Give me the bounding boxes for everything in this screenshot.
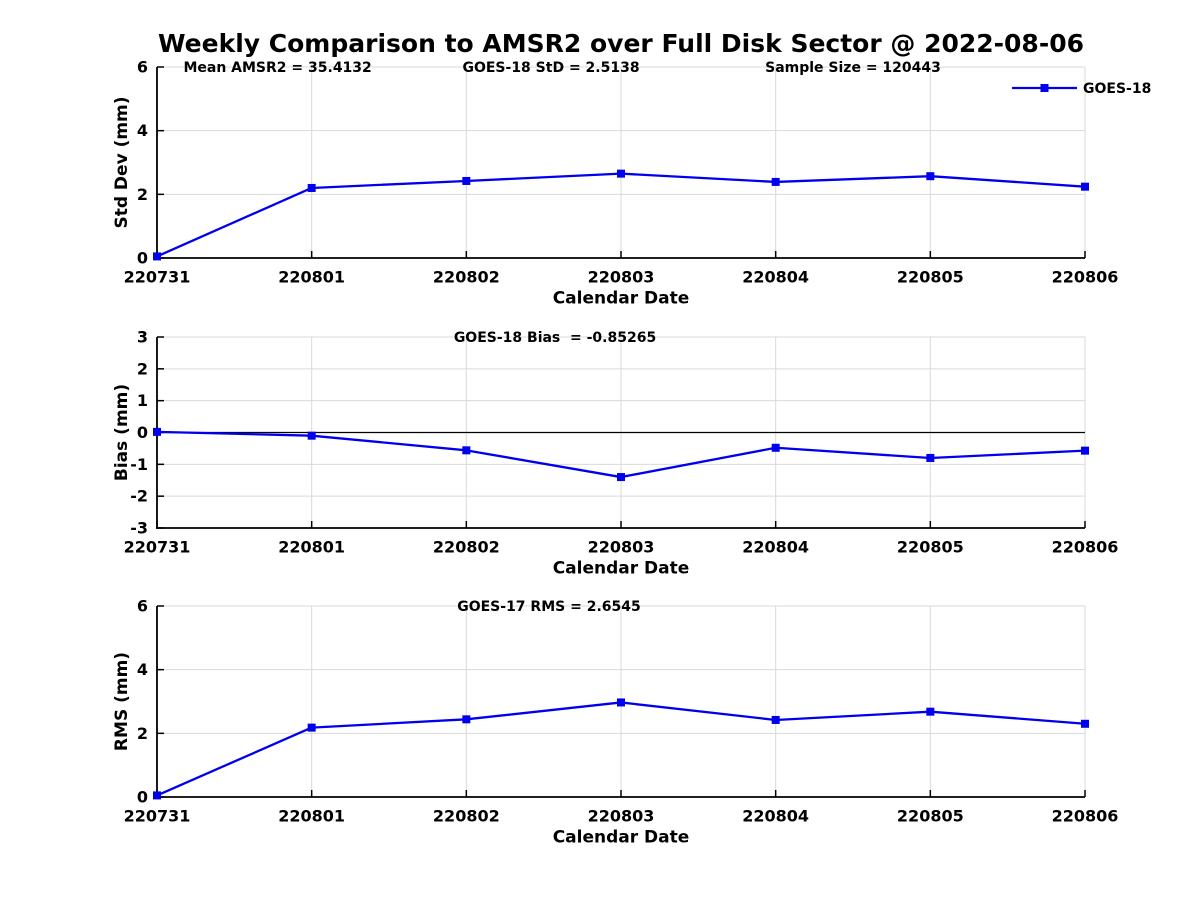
data-point-marker — [153, 427, 161, 436]
x-tick-label: 220806 — [1052, 538, 1119, 557]
x-axis-title: Calendar Date — [553, 289, 690, 309]
y-axis-title: RMS (mm) — [112, 652, 132, 751]
data-point-marker — [1081, 182, 1089, 191]
data-point-marker — [771, 715, 780, 724]
y-tick-label: 0 — [137, 249, 148, 268]
data-point-marker — [307, 183, 316, 192]
data-point-marker — [771, 177, 780, 186]
y-tick-label: 0 — [137, 788, 148, 807]
data-point-marker — [617, 698, 625, 707]
annotation-text: Mean AMSR2 = 35.4132 — [183, 60, 371, 76]
annotation-text: GOES-18 Bias = -0.85265 — [454, 330, 656, 346]
data-point-marker — [307, 431, 316, 440]
y-tick-label: 3 — [137, 328, 148, 347]
x-tick-label: 220731 — [124, 807, 191, 826]
bias-subplot: 220731 220801 220802 220803 220804 220805 2208… — [112, 328, 1118, 579]
x-tick-label: 220802 — [433, 268, 500, 287]
data-point-marker — [462, 446, 471, 455]
x-tick-label: 220805 — [897, 807, 964, 826]
legend-label: GOES-18 — [1083, 81, 1151, 97]
data-point-marker — [307, 723, 316, 732]
y-tick-label: 4 — [137, 660, 148, 679]
data-point-marker — [926, 453, 935, 462]
x-tick-label: 220801 — [278, 538, 345, 557]
data-point-marker — [771, 443, 780, 452]
x-tick-label: 220804 — [742, 268, 809, 287]
y-tick-label: 2 — [137, 185, 148, 204]
x-tick-label: 220806 — [1052, 807, 1119, 826]
y-tick-label: -3 — [130, 519, 148, 538]
x-tick-label: 220801 — [278, 268, 345, 287]
y-tick-label: 1 — [137, 391, 148, 410]
annotation-text: Sample Size = 120443 — [765, 60, 941, 76]
data-point-marker — [462, 176, 471, 185]
legend-marker — [1040, 84, 1049, 92]
data-point-marker — [153, 791, 161, 800]
data-point-marker — [926, 172, 935, 181]
x-tick-label: 220803 — [588, 268, 655, 287]
annotation-text: GOES-17 RMS = 2.6545 — [457, 599, 641, 615]
data-point-marker — [462, 715, 471, 724]
figure-title: Weekly Comparison to AMSR2 over Full Dis… — [157, 29, 1084, 58]
y-tick-label: -2 — [130, 487, 148, 506]
stddev-subplot: 220731 220801 220802 220803 220804 220805 2208… — [112, 58, 1151, 309]
data-point-marker — [617, 169, 625, 178]
x-tick-label: 220803 — [588, 807, 655, 826]
x-tick-label: 220731 — [124, 268, 191, 287]
y-axis-title: Std Dev (mm) — [112, 96, 132, 228]
x-tick-label: 220804 — [742, 807, 809, 826]
x-tick-label: 220802 — [433, 807, 500, 826]
data-point-marker — [153, 252, 161, 261]
annotation-text: GOES-18 StD = 2.5138 — [462, 60, 639, 76]
y-tick-label: -1 — [130, 455, 148, 474]
x-tick-label: 220803 — [588, 538, 655, 557]
data-point-marker — [617, 473, 625, 482]
x-tick-label: 220805 — [897, 538, 964, 557]
data-point-marker — [1081, 446, 1089, 455]
y-tick-label: 2 — [137, 359, 148, 378]
x-tick-label: 220802 — [433, 538, 500, 557]
y-tick-label: 4 — [137, 121, 148, 140]
rms-subplot: 220731 220801 220802 220803 220804 220805 2208… — [112, 597, 1118, 848]
x-tick-label: 220805 — [897, 268, 964, 287]
y-tick-label: 0 — [137, 423, 148, 442]
x-tick-label: 220731 — [124, 538, 191, 557]
data-point-marker — [1081, 719, 1089, 728]
x-axis-title: Calendar Date — [553, 559, 690, 579]
data-point-marker — [926, 707, 935, 716]
x-tick-label: 220804 — [742, 538, 809, 557]
y-axis-title: Bias (mm) — [112, 384, 132, 481]
y-tick-label: 6 — [137, 58, 148, 77]
y-tick-label: 6 — [137, 597, 148, 616]
x-tick-label: 220806 — [1052, 268, 1119, 287]
x-tick-label: 220801 — [278, 807, 345, 826]
x-axis-title: Calendar Date — [553, 828, 690, 848]
y-tick-label: 2 — [137, 724, 148, 743]
